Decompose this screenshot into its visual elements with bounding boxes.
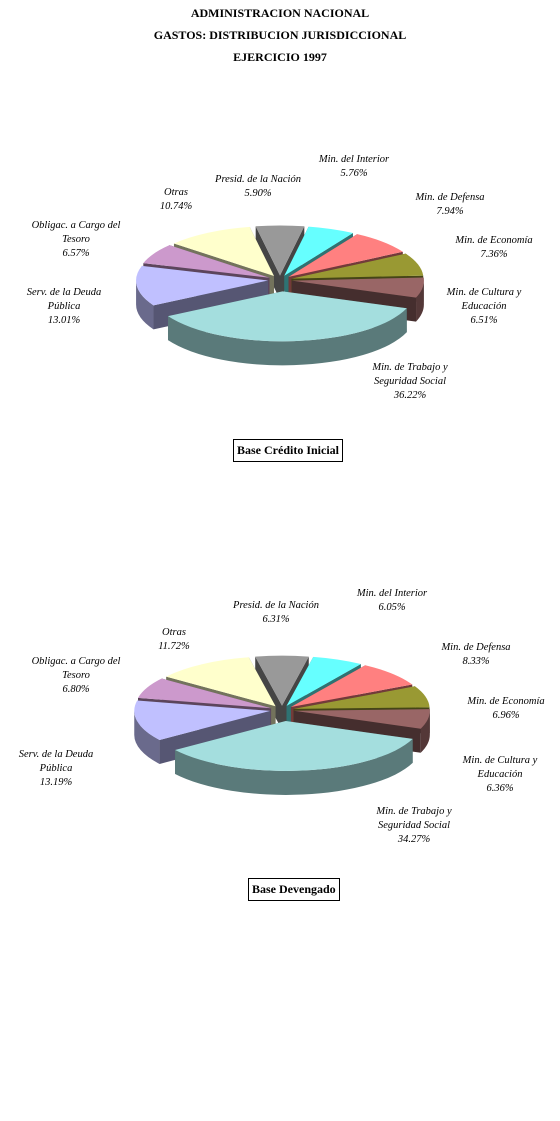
chart-caption-devengado: Base Devengado	[248, 878, 340, 901]
slice-label-min-de-trabajo-y-seguridad-social: Min. de Trabajo y Seguridad Social 36.22%	[371, 362, 448, 401]
slice-label-obligac-a-cargo-del-tesoro: Obligac. a Cargo del Tesoro 6.80%	[32, 656, 121, 695]
pie-slice-min-de-trabajo-y-seguridad-social	[175, 720, 413, 795]
slice-label-otras: Otras 11.72%	[158, 627, 190, 652]
chart-caption-credito-inicial: Base Crédito Inicial	[233, 439, 343, 462]
slice-label-serv-de-la-deuda-publica: Serv. de la Deuda Pública 13.19%	[19, 749, 93, 788]
slice-label-min-de-defensa: Min. de Defensa 7.94%	[414, 192, 484, 217]
pie-chart-devengado: Presid. de la Nación 6.31% Min. del Interi…	[19, 588, 545, 845]
report-year: EJERCICIO 1997	[233, 50, 327, 64]
slice-label-min-de-economia: Min. de Economía 7.36%	[454, 235, 532, 260]
pie-slice-min-de-trabajo-y-seguridad-social	[167, 291, 407, 366]
slice-label-min-del-interior: Min. del Interior 6.05%	[356, 588, 428, 613]
report-title: ADMINISTRACION NACIONAL	[190, 6, 370, 20]
pie-chart-credito-inicial: Presid. de la Nación 5.90% Min. del Interi…	[27, 154, 533, 401]
slice-label-min-de-trabajo-y-seguridad-social: Min. de Trabajo y Seguridad Social 34.27%	[375, 806, 452, 845]
slice-label-presid-de-la-nacion: Presid. de la Nación 5.90%	[214, 174, 301, 199]
slice-label-min-del-interior: Min. del Interior 5.76%	[318, 154, 390, 179]
report-subtitle: GASTOS: DISTRIBUCION JURISDICCIONAL	[153, 28, 407, 42]
slice-label-min-de-defensa: Min. de Defensa 8.33%	[440, 642, 510, 667]
slice-label-serv-de-la-deuda-publica: Serv. de la Deuda Pública 13.01%	[27, 287, 101, 326]
slice-label-otras: Otras 10.74%	[160, 187, 193, 212]
slice-label-min-de-cultura-y-educacion: Min. de Cultura y Educación 6.36%	[462, 755, 538, 794]
slice-label-min-de-economia: Min. de Economía 6.96%	[466, 696, 544, 721]
slice-label-min-de-cultura-y-educacion: Min. de Cultura y Educación 6.51%	[446, 287, 522, 326]
slice-label-presid-de-la-nacion: Presid. de la Nación 6.31%	[232, 600, 319, 625]
slice-label-obligac-a-cargo-del-tesoro: Obligac. a Cargo del Tesoro 6.57%	[32, 220, 121, 259]
